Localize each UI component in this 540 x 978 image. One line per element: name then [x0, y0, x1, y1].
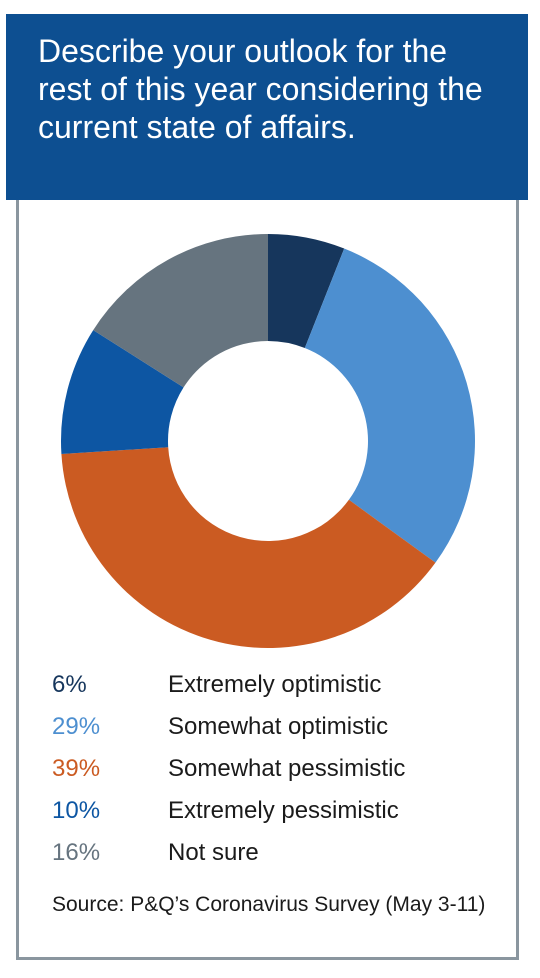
donut-slice-extremely-pessimistic [60, 330, 184, 454]
donut-slice-not-sure [93, 234, 268, 388]
title-banner [6, 14, 528, 200]
legend-percent: 29% [52, 713, 101, 740]
chart-legend: 6% Extremely optimistic 29% Somewhat optimi… [52, 664, 405, 874]
legend-label: Extremely pessimistic [168, 797, 399, 824]
legend-percent: 10% [52, 797, 101, 824]
legend-item: 16% Not sure [52, 832, 405, 874]
legend-percent: 16% [52, 839, 101, 866]
legend-label: Extremely optimistic [168, 671, 382, 698]
legend-item: 29% Somewhat optimistic [52, 706, 405, 748]
donut-slice-extremely-optimistic [268, 234, 345, 349]
legend-label: Somewhat optimistic [168, 713, 389, 740]
legend-label: Somewhat pessimistic [168, 755, 406, 782]
legend-item: 10% Extremely pessimistic [52, 790, 405, 832]
donut-slice-somewhat-optimistic [304, 248, 475, 563]
legend-item: 39% Somewhat pessimistic [52, 748, 405, 790]
chart-title: Describe your outlook for the rest of th… [38, 33, 483, 145]
legend-percent: 6% [52, 671, 87, 698]
source-note: Source: P&Q’s Coronavirus Survey (May 3-… [52, 893, 486, 916]
donut-slice-somewhat-pessimistic [61, 447, 436, 648]
legend-percent: 39% [52, 755, 101, 782]
legend-item: 6% Extremely optimistic [52, 664, 405, 706]
legend-label: Not sure [168, 839, 259, 866]
donut-chart [60, 234, 475, 648]
